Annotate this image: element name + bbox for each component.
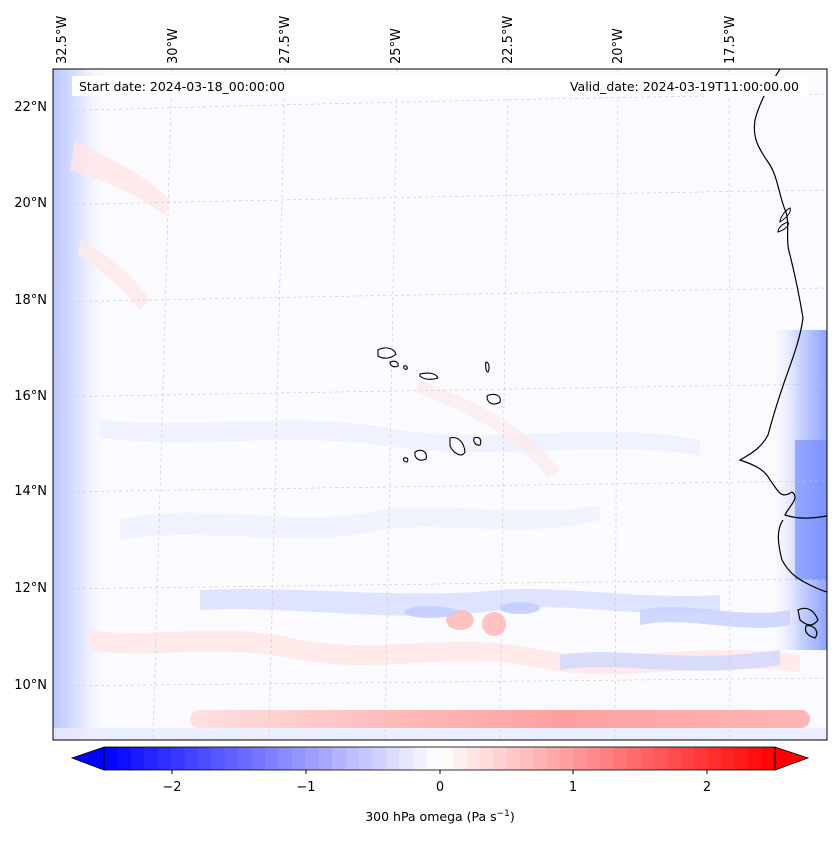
colorbar-tick-label: 2: [703, 780, 711, 795]
colorbar-cell: [332, 747, 347, 770]
lon-label: 30°W: [166, 28, 181, 64]
colorbar: −2 −1 0 1 2 300 hPa omega (Pa s−1): [70, 746, 810, 824]
colorbar-cell: [144, 747, 159, 770]
lon-label: 25°W: [389, 28, 404, 64]
colorbar-min-extend: [70, 746, 105, 771]
colorbar-label: 300 hPa omega (Pa s−1): [365, 809, 515, 824]
longitude-labels: 32.5°W 30°W 27.5°W 25°W 22.5°W 20°W 17.5…: [55, 16, 738, 64]
colorbar-cell: [385, 747, 400, 770]
colorbar-tick-label: 1: [569, 780, 577, 795]
colorbar-cell: [197, 747, 212, 770]
lon-label: 32.5°W: [55, 16, 70, 64]
lat-label: 16°N: [14, 389, 47, 404]
colorbar-cell: [345, 747, 360, 770]
colorbar-cell: [533, 747, 548, 770]
colorbar-cell: [493, 747, 508, 770]
colorbar-cell: [748, 747, 763, 770]
lon-label: 22.5°W: [501, 16, 516, 64]
colorbar-cell: [372, 747, 387, 770]
colorbar-cell: [224, 747, 239, 770]
lat-label: 20°N: [14, 196, 47, 211]
colorbar-cell: [171, 747, 186, 770]
colorbar-cell: [600, 747, 615, 770]
colorbar-cell: [426, 747, 440, 770]
colorbar-cell: [587, 747, 602, 770]
colorbar-cell: [251, 747, 266, 770]
colorbar-cell: [412, 747, 427, 770]
lat-label: 18°N: [14, 293, 47, 308]
lat-label: 12°N: [14, 581, 47, 596]
lon-label: 20°W: [611, 28, 626, 64]
colorbar-cell: [520, 747, 534, 770]
cape-verde-islands: [377, 347, 501, 463]
latitude-labels: 22°N 20°N 18°N 16°N 14°N 12°N 10°N: [14, 100, 47, 693]
colorbar-cell: [694, 747, 709, 770]
colorbar-cell: [627, 747, 642, 770]
colorbar-cell: [157, 747, 172, 770]
colorbar-cell: [681, 747, 695, 770]
lon-label: 27.5°W: [278, 16, 293, 64]
colorbar-cell: [640, 747, 655, 770]
valid-date-text: Valid_date: 2024-03-19T11:00:00.00: [570, 79, 799, 94]
colorbar-cell: [265, 747, 279, 770]
colorbar-cell: [734, 747, 749, 770]
colorbar-cell: [506, 747, 521, 770]
coastline: [738, 69, 827, 639]
colorbar-cell: [399, 747, 414, 770]
colorbar-tick-label: −2: [162, 780, 181, 795]
colorbar-cell: [318, 747, 333, 770]
colorbar-cell: [130, 747, 145, 770]
canary-islands: [777, 207, 791, 233]
colorbar-cell: [654, 747, 669, 770]
colorbar-tick-label: 0: [436, 780, 444, 795]
lat-label: 22°N: [14, 100, 47, 115]
colorbar-cell: [560, 747, 575, 770]
colorbar-cell: [667, 747, 682, 770]
omega-field: [53, 69, 827, 740]
colorbar-cell: [479, 747, 494, 770]
colorbar-cell: [305, 747, 320, 770]
colorbar-cell: [211, 747, 226, 770]
colorbar-cell: [184, 747, 199, 770]
colorbar-cell: [573, 747, 588, 770]
date-banner: [72, 76, 808, 96]
colorbar-cell: [707, 747, 722, 770]
lat-label: 10°N: [14, 678, 47, 693]
lon-label: 17.5°W: [723, 16, 738, 64]
colorbar-cell: [358, 747, 373, 770]
colorbar-tick-label: −1: [296, 780, 315, 795]
colorbar-ticks: −2 −1 0 1 2: [162, 770, 711, 795]
colorbar-max-extend: [774, 746, 810, 771]
colorbar-cell: [466, 747, 481, 770]
colorbar-cell: [452, 747, 467, 770]
lat-label: 14°N: [14, 484, 47, 499]
colorbar-cell: [104, 747, 118, 770]
graticule: [53, 69, 827, 740]
start-date-text: Start date: 2024-03-18_00:00:00: [79, 79, 285, 94]
map-frame: [52, 68, 828, 741]
colorbar-cell: [613, 747, 628, 770]
colorbar-cell: [278, 747, 293, 770]
colorbar-cell: [291, 747, 306, 770]
colorbar-cell: [546, 747, 561, 770]
colorbar-cell: [721, 747, 736, 770]
colorbar-cell: [238, 747, 253, 770]
colorbar-cell: [117, 747, 132, 770]
colorbar-cell: [761, 747, 776, 770]
colorbar-cell: [439, 747, 454, 770]
